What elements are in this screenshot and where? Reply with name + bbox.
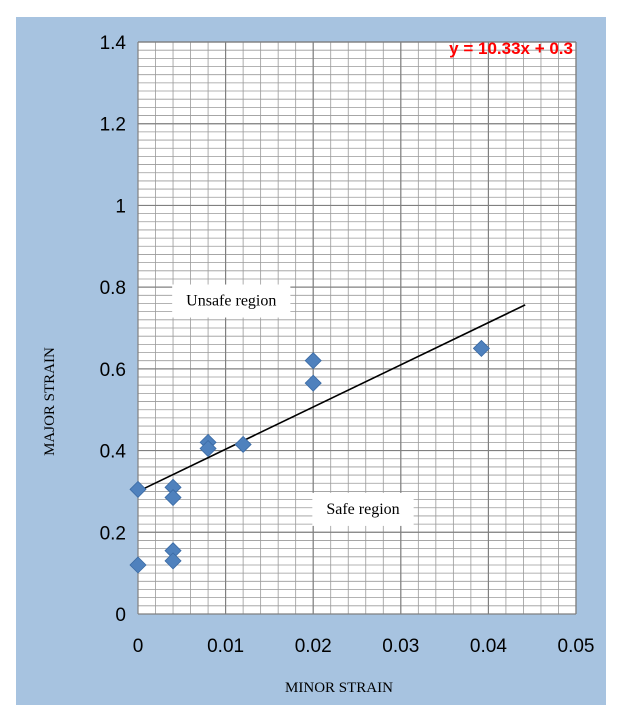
data-point: [472, 339, 490, 357]
x-axis-label: MINOR STRAIN: [285, 680, 393, 696]
data-point: [129, 480, 147, 498]
x-tick-label: 0.04: [470, 636, 507, 657]
y-tick-label: 1.2: [100, 115, 126, 136]
data-point: [304, 352, 322, 370]
x-tick-label: 0.03: [382, 636, 419, 657]
x-tick-label: 0: [133, 636, 144, 657]
trendline-equation: y = 10.33x + 0.3: [449, 39, 573, 58]
y-tick-label: 1.4: [100, 33, 127, 54]
region-label-background: [312, 492, 414, 526]
y-tick-label: 1: [115, 196, 126, 217]
y-tick-label: 0.8: [100, 278, 126, 299]
scatter-chart: Unsafe region Safe region 0 0.01 0.02 0.03 0.…: [42, 33, 595, 696]
x-tick-label: 0.02: [295, 636, 332, 657]
trendline: [137, 304, 526, 493]
x-tick-label: 0.01: [207, 636, 244, 657]
major-gridlines: [137, 41, 577, 615]
y-tick-label: 0.4: [100, 442, 127, 463]
annotation: Safe region: [312, 492, 414, 526]
y-tick-label: 0.6: [100, 360, 126, 381]
region-label: Safe region: [326, 501, 399, 518]
data-points: [129, 339, 490, 574]
y-tick-labels: 0 0.2 0.4 0.6 0.8 1 1.2 1.4: [100, 33, 127, 626]
x-tick-labels: 0 0.01 0.02 0.03 0.04 0.05: [133, 636, 595, 657]
y-axis-label: MAJOR STRAIN: [42, 347, 58, 456]
y-tick-label: 0.2: [100, 523, 126, 544]
y-tick-label: 0: [115, 605, 126, 626]
data-point: [304, 374, 322, 392]
data-point: [164, 488, 182, 507]
x-tick-label: 0.05: [558, 636, 595, 657]
annotations: Unsafe region Safe region: [172, 284, 414, 526]
chart-panel: Unsafe region Safe region 0 0.01 0.02 0.03 0.…: [16, 17, 606, 705]
data-point: [199, 439, 217, 458]
data-point: [234, 435, 252, 454]
region-label-background: [172, 284, 291, 318]
annotation: Unsafe region: [172, 284, 291, 318]
region-label: Unsafe region: [186, 293, 276, 310]
data-point: [164, 552, 182, 570]
data-point: [129, 556, 147, 574]
